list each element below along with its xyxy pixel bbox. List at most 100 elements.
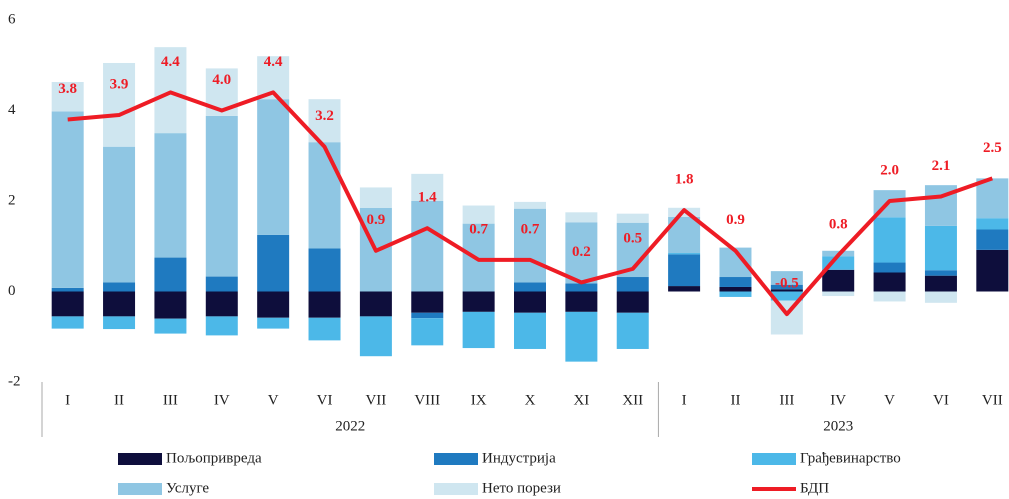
bar-segment xyxy=(719,291,752,297)
value-label: -0.5 xyxy=(775,276,799,292)
legend-swatch xyxy=(434,453,478,465)
bar-segment xyxy=(103,146,136,283)
bar-segment xyxy=(976,218,1009,230)
bar-segment xyxy=(359,291,392,317)
y-tick-label: 2 xyxy=(8,192,16,208)
bar-segment xyxy=(205,276,238,292)
legend-label: Пољопривреда xyxy=(166,450,262,466)
x-tick-label: II xyxy=(114,392,124,408)
x-tick-label: III xyxy=(163,392,178,408)
x-tick-label: VI xyxy=(933,392,949,408)
x-tick-label: IV xyxy=(830,392,846,408)
bar-segment xyxy=(411,201,444,292)
bar-segment xyxy=(411,318,444,346)
bar-segment xyxy=(411,173,444,201)
bar-segment xyxy=(359,316,392,357)
x-tick-label: VIII xyxy=(414,392,440,408)
bar-segment xyxy=(924,225,957,271)
legend-swatch xyxy=(118,483,162,495)
group-label: 2022 xyxy=(335,418,365,434)
x-tick-label: I xyxy=(682,392,687,408)
bar-segment xyxy=(51,111,84,288)
bar-segment xyxy=(257,99,290,235)
bar-segment xyxy=(719,277,752,287)
value-label: 0.9 xyxy=(726,212,745,228)
bar-segment xyxy=(205,115,238,277)
bar-segment xyxy=(462,311,495,349)
y-tick-label: 0 xyxy=(8,283,16,299)
bar-segment xyxy=(873,217,906,263)
line xyxy=(67,90,993,317)
x-tick-label: IV xyxy=(214,392,230,408)
x-tick-label: I xyxy=(65,392,70,408)
bar-segment xyxy=(770,284,803,290)
bar-segment xyxy=(668,286,701,292)
bar-segment xyxy=(565,283,598,292)
value-label: 0.7 xyxy=(521,221,540,237)
bar-segment xyxy=(308,317,341,341)
bar-segment xyxy=(822,291,855,297)
bar-segment xyxy=(565,291,598,312)
bar-segment xyxy=(308,248,341,292)
value-label: 4.4 xyxy=(264,54,283,70)
y-tick-label: 4 xyxy=(8,102,16,118)
bar-segment xyxy=(154,133,187,258)
bar-segment xyxy=(976,229,1009,250)
bar-segment xyxy=(719,286,752,292)
bar-segment xyxy=(976,249,1009,292)
bar-segment xyxy=(462,205,495,224)
legend-label: Грађевинарство xyxy=(800,450,901,466)
bar-segment xyxy=(257,291,290,318)
bar-segment xyxy=(565,311,598,362)
value-label: 3.9 xyxy=(110,76,129,92)
bar-segment xyxy=(103,282,136,292)
bar-segment xyxy=(257,317,290,329)
bar-segment xyxy=(616,277,649,292)
bar-segment xyxy=(770,289,803,292)
bar-segment xyxy=(924,275,957,292)
value-label: 2.1 xyxy=(932,158,951,174)
x-tick-label: VII xyxy=(365,392,386,408)
x-tick-label: V xyxy=(884,392,895,408)
bar-segment xyxy=(411,312,444,319)
value-label: 1.4 xyxy=(418,190,437,206)
bar-segment xyxy=(873,272,906,292)
value-label: 3.2 xyxy=(315,108,334,124)
x-tick-label: II xyxy=(730,392,740,408)
bar-segment xyxy=(565,212,598,223)
x-tick-label: XI xyxy=(573,392,589,408)
value-label: 0.7 xyxy=(469,221,488,237)
bar-segment xyxy=(514,208,546,283)
legend-label: БДП xyxy=(800,480,829,496)
bar-segment xyxy=(822,269,855,292)
group-label: 2023 xyxy=(823,418,853,434)
bar-segment xyxy=(873,291,906,302)
value-label: 0.8 xyxy=(829,217,848,233)
bar-segment xyxy=(51,287,84,292)
bar-segment xyxy=(103,62,136,147)
value-label: 0.9 xyxy=(367,212,386,228)
value-label: 2.0 xyxy=(880,162,899,178)
bar-segment xyxy=(976,178,1009,219)
y-tick-label: -2 xyxy=(8,373,21,389)
bar-segment xyxy=(668,253,701,255)
bar-segment xyxy=(154,257,187,292)
bar-segment xyxy=(205,316,238,336)
bar-segment xyxy=(514,201,546,209)
value-label: 1.8 xyxy=(675,171,694,187)
x-tick-label: XII xyxy=(622,392,643,408)
bar-segment xyxy=(924,270,957,276)
legend-label: Индустрија xyxy=(482,450,556,466)
bar-segment xyxy=(154,318,187,334)
bar-segment xyxy=(51,316,84,329)
x-tick-label: IX xyxy=(471,392,487,408)
bar-segment xyxy=(359,187,392,208)
bar-segment xyxy=(873,262,906,273)
bar-segment xyxy=(770,271,803,285)
bar-segment xyxy=(668,254,701,287)
bar-segment xyxy=(205,291,238,317)
bar-segment xyxy=(154,291,187,319)
bar-segment xyxy=(924,291,957,303)
legend-swatch xyxy=(118,453,162,465)
